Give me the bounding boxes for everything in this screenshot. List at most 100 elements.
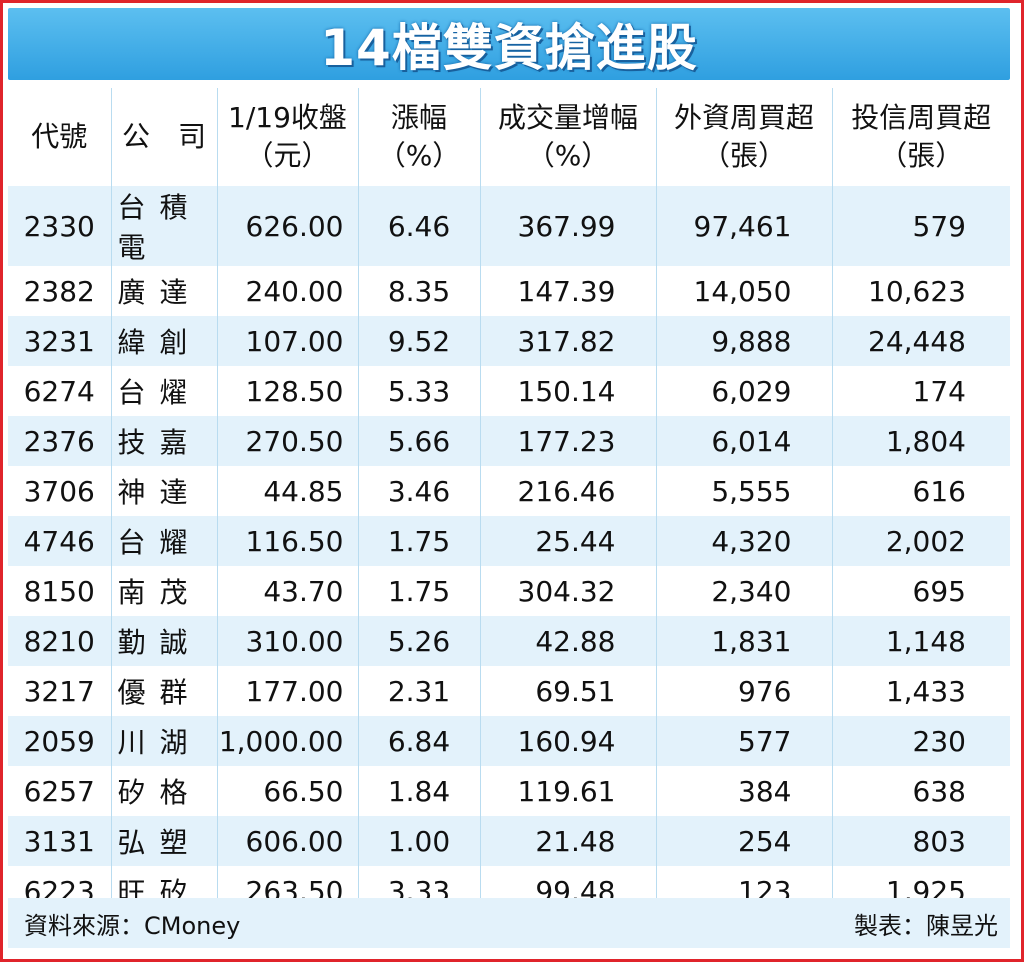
- cell-change: 1.00: [357, 816, 480, 866]
- cell-company: 台積電: [110, 186, 217, 266]
- cell-foreign-buy: 254: [655, 816, 832, 866]
- cell-code: 3706: [8, 466, 111, 516]
- title-banner: 14檔雙資搶進股: [8, 8, 1010, 80]
- cell-close-price: 107.00: [216, 316, 358, 366]
- author-note: 製表：陳昱光: [854, 911, 998, 940]
- cell-volume-growth: 119.61: [479, 766, 656, 816]
- cell-foreign-buy: 1,831: [655, 616, 832, 666]
- cell-change: 6.46: [357, 186, 480, 266]
- cell-foreign-buy: 97,461: [655, 186, 832, 266]
- cell-volume-growth: 160.94: [479, 716, 656, 766]
- cell-trust-buy: 616: [831, 466, 1010, 516]
- cell-close-price: 626.00: [216, 186, 358, 266]
- cell-company: 廣達: [110, 266, 217, 316]
- cell-code: 2382: [8, 266, 111, 316]
- table-row: 4746 台耀 116.50 1.75 25.44 4,320 2,002: [8, 516, 1010, 566]
- table-row: 3131 弘塑 606.00 1.00 21.48 254 803: [8, 816, 1010, 866]
- stock-table-container: 代號 公 司 1/19收盤 （元） 漲幅 （%） 成交量增幅 （%） 外資周買超 （張）…: [8, 88, 1010, 916]
- table-row: 2059 川湖 1,000.00 6.84 160.94 577 230: [8, 716, 1010, 766]
- cell-change: 6.84: [357, 716, 480, 766]
- table-row: 3217 優群 177.00 2.31 69.51 976 1,433: [8, 666, 1010, 716]
- cell-change: 2.31: [357, 666, 480, 716]
- cell-code: 2059: [8, 716, 111, 766]
- cell-trust-buy: 230: [831, 716, 1010, 766]
- cell-volume-growth: 42.88: [479, 616, 656, 666]
- cell-trust-buy: 638: [831, 766, 1010, 816]
- cell-change: 5.26: [357, 616, 480, 666]
- cell-foreign-buy: 577: [655, 716, 832, 766]
- cell-code: 2330: [8, 186, 111, 266]
- cell-close-price: 270.50: [216, 416, 358, 466]
- cell-change: 5.66: [357, 416, 480, 466]
- cell-close-price: 66.50: [216, 766, 358, 816]
- cell-foreign-buy: 2,340: [655, 566, 832, 616]
- cell-foreign-buy: 14,050: [655, 266, 832, 316]
- header-trust-buy: 投信周買超 （張）: [831, 88, 1010, 186]
- table-row: 2330 台積電 626.00 6.46 367.99 97,461 579: [8, 186, 1010, 266]
- cell-close-price: 177.00: [216, 666, 358, 716]
- table-row: 8210 勤誠 310.00 5.26 42.88 1,831 1,148: [8, 616, 1010, 666]
- cell-company: 台耀: [110, 516, 217, 566]
- cell-volume-growth: 69.51: [479, 666, 656, 716]
- cell-close-price: 606.00: [216, 816, 358, 866]
- cell-volume-growth: 216.46: [479, 466, 656, 516]
- cell-foreign-buy: 5,555: [655, 466, 832, 516]
- cell-close-price: 128.50: [216, 366, 358, 416]
- cell-company: 矽格: [110, 766, 217, 816]
- cell-trust-buy: 803: [831, 816, 1010, 866]
- cell-code: 2376: [8, 416, 111, 466]
- cell-change: 9.52: [357, 316, 480, 366]
- cell-trust-buy: 579: [831, 186, 1010, 266]
- cell-close-price: 43.70: [216, 566, 358, 616]
- table-row: 2382 廣達 240.00 8.35 147.39 14,050 10,623: [8, 266, 1010, 316]
- cell-volume-growth: 147.39: [479, 266, 656, 316]
- header-close-price: 1/19收盤 （元）: [216, 88, 358, 186]
- cell-company: 川湖: [110, 716, 217, 766]
- cell-close-price: 240.00: [216, 266, 358, 316]
- table-row: 2376 技嘉 270.50 5.66 177.23 6,014 1,804: [8, 416, 1010, 466]
- cell-close-price: 44.85: [216, 466, 358, 516]
- header-volume-growth: 成交量增幅 （%）: [479, 88, 656, 186]
- cell-close-price: 1,000.00: [216, 716, 358, 766]
- table-footer: 資料來源：CMoney 製表：陳昱光: [8, 898, 1010, 948]
- cell-trust-buy: 1,148: [831, 616, 1010, 666]
- cell-volume-growth: 367.99: [479, 186, 656, 266]
- cell-foreign-buy: 6,029: [655, 366, 832, 416]
- cell-code: 6274: [8, 366, 111, 416]
- table-row: 8150 南茂 43.70 1.75 304.32 2,340 695: [8, 566, 1010, 616]
- table-body: 2330 台積電 626.00 6.46 367.99 97,461 579 2382 廣達 24…: [8, 186, 1010, 916]
- cell-volume-growth: 21.48: [479, 816, 656, 866]
- cell-volume-growth: 317.82: [479, 316, 656, 366]
- cell-close-price: 116.50: [216, 516, 358, 566]
- cell-company: 南茂: [110, 566, 217, 616]
- cell-trust-buy: 174: [831, 366, 1010, 416]
- cell-trust-buy: 24,448: [831, 316, 1010, 366]
- source-note: 資料來源：CMoney: [24, 911, 241, 940]
- cell-code: 3131: [8, 816, 111, 866]
- cell-company: 技嘉: [110, 416, 217, 466]
- cell-company: 台燿: [110, 366, 217, 416]
- cell-foreign-buy: 9,888: [655, 316, 832, 366]
- cell-trust-buy: 2,002: [831, 516, 1010, 566]
- cell-company: 弘塑: [110, 816, 217, 866]
- cell-trust-buy: 1,433: [831, 666, 1010, 716]
- table-row: 6274 台燿 128.50 5.33 150.14 6,029 174: [8, 366, 1010, 416]
- cell-foreign-buy: 6,014: [655, 416, 832, 466]
- cell-trust-buy: 1,804: [831, 416, 1010, 466]
- cell-foreign-buy: 976: [655, 666, 832, 716]
- table-row: 6257 矽格 66.50 1.84 119.61 384 638: [8, 766, 1010, 816]
- header-company: 公 司: [110, 88, 217, 186]
- cell-foreign-buy: 384: [655, 766, 832, 816]
- cell-change: 3.46: [357, 466, 480, 516]
- header-foreign-buy: 外資周買超 （張）: [655, 88, 832, 186]
- stock-table: 代號 公 司 1/19收盤 （元） 漲幅 （%） 成交量增幅 （%） 外資周買超 （張）…: [8, 88, 1010, 916]
- cell-company: 緯創: [110, 316, 217, 366]
- cell-volume-growth: 304.32: [479, 566, 656, 616]
- cell-change: 1.75: [357, 516, 480, 566]
- cell-company: 優群: [110, 666, 217, 716]
- cell-change: 5.33: [357, 366, 480, 416]
- cell-foreign-buy: 4,320: [655, 516, 832, 566]
- cell-code: 6257: [8, 766, 111, 816]
- cell-code: 3217: [8, 666, 111, 716]
- table-header-row: 代號 公 司 1/19收盤 （元） 漲幅 （%） 成交量增幅 （%） 外資周買超 （張）…: [8, 88, 1010, 186]
